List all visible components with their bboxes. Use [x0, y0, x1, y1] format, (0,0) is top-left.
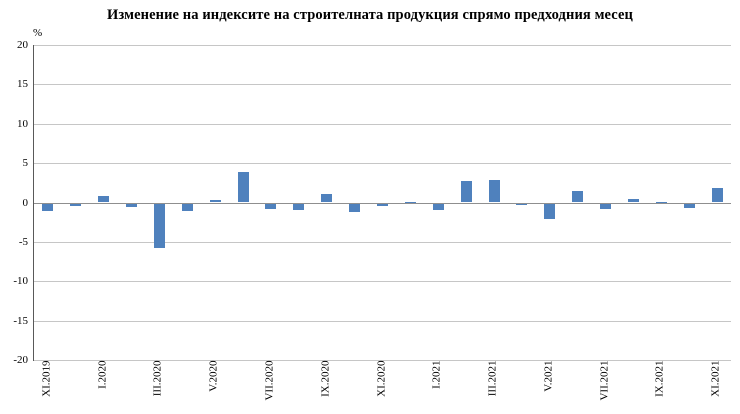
gridline-y-20 [34, 45, 731, 46]
bar-VIII.2021 [627, 199, 639, 203]
y-tick-label-0: 0 [22, 196, 29, 209]
gridline-y-15 [34, 84, 731, 86]
gridline-y-0 [34, 202, 731, 204]
bar-VIII.2020 [293, 203, 305, 210]
bar-III.2020 [153, 203, 165, 248]
x-tick-label-XI.2019: XI.2019 [40, 360, 53, 397]
bar-V.2021 [544, 203, 556, 220]
y-tick-label--5: -5 [18, 235, 28, 248]
y-tick-label-20: 20 [17, 39, 28, 51]
chart-title: Изменение на индексите на строителната п… [107, 7, 633, 23]
bar-X.2021 [683, 203, 695, 209]
bar-II.2021 [460, 181, 472, 203]
bar-VII.2020 [265, 203, 277, 209]
gridline-y--15 [34, 320, 731, 322]
x-tick-label-VII.2020: VII.2020 [263, 360, 276, 401]
x-tick-label-IX.2021: IX.2021 [653, 360, 666, 397]
bar-IX.2021 [655, 201, 667, 203]
y-tick-label-10: 10 [17, 117, 28, 130]
bar-V.2020 [209, 200, 221, 203]
bar-XI.2020 [377, 203, 388, 206]
plot-area [33, 45, 731, 361]
bar-XI.2019 [42, 203, 54, 212]
y-axis-unit-label: % [33, 27, 43, 39]
bar-III.2021 [488, 179, 500, 203]
bar-II.2020 [126, 203, 138, 207]
gridline-y-10 [34, 123, 731, 125]
x-tick-label-V.2020: V.2020 [207, 360, 220, 392]
x-axis: XI.2019 I.2020 III.2020 V.2020 VII.2020 IX.20… [33, 361, 730, 413]
x-tick-label-VII.2021: VII.2021 [598, 360, 611, 401]
x-tick-label-III.2021: III.2021 [486, 360, 499, 397]
bar-I.2021 [432, 203, 444, 210]
y-tick-label-15: 15 [17, 78, 28, 91]
bar-XII.2019 [70, 203, 82, 206]
bar-XII.2020 [404, 201, 416, 203]
bar-IV.2020 [181, 203, 193, 211]
gridline-y--20 [34, 360, 731, 361]
x-tick-label-I.2021: I.2021 [430, 360, 443, 389]
bar-IX.2020 [321, 193, 333, 203]
x-tick-label-III.2020: III.2020 [151, 360, 164, 397]
bar-I.2020 [98, 196, 110, 203]
x-tick-label-IX.2020: IX.2020 [319, 360, 332, 397]
x-tick-label-XI.2020: XI.2020 [375, 360, 387, 397]
bar-IV.2021 [516, 203, 528, 205]
x-tick-label-XI.2021: XI.2021 [709, 360, 722, 397]
y-tick-label--10: -10 [13, 275, 28, 288]
x-tick-label-I.2020: I.2020 [96, 360, 109, 389]
gridline-y--10 [34, 281, 731, 283]
y-tick-label--20: -20 [13, 354, 28, 366]
bar-VI.2021 [572, 191, 584, 203]
y-tick-label--15: -15 [13, 314, 28, 327]
bar-XI.2021 [711, 187, 723, 203]
y-axis: 20 15 10 5 0 -5 -10 -15 -20 [0, 39, 29, 366]
bar-VII.2021 [600, 203, 612, 209]
gridline-y-5 [34, 163, 731, 165]
x-tick-label-V.2021: V.2021 [542, 360, 555, 392]
bar-X.2020 [349, 203, 361, 213]
y-tick-label-5: 5 [22, 157, 29, 170]
gridline-y--5 [34, 241, 731, 243]
bar-VI.2020 [237, 171, 249, 203]
